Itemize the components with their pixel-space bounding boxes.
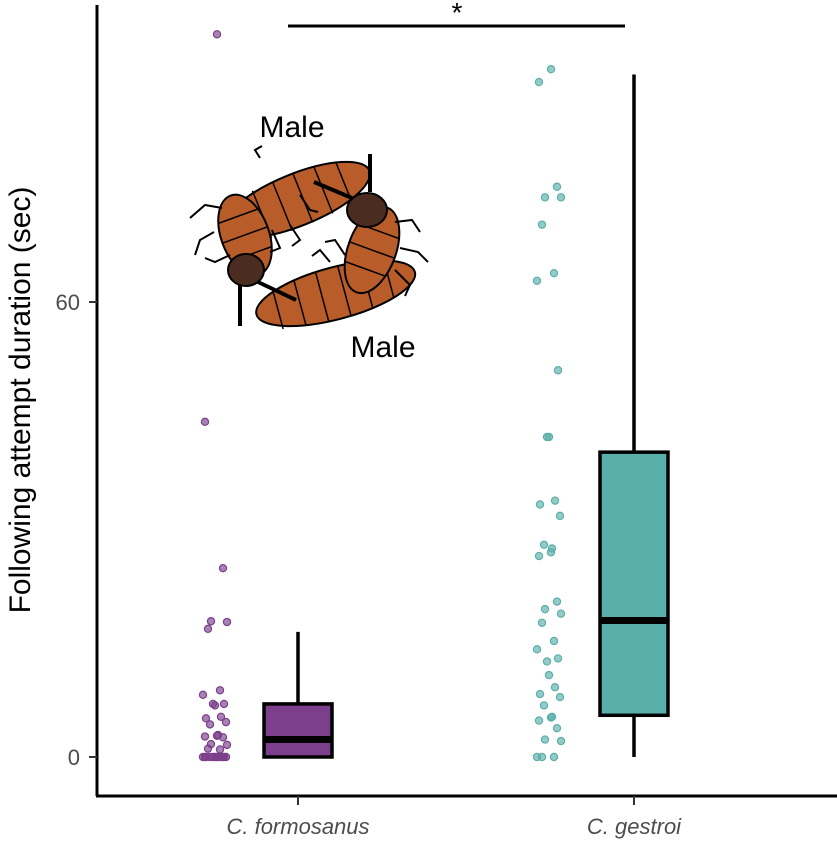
y-tick-label: 60	[56, 290, 80, 315]
data-point-c-formosanus	[206, 617, 216, 626]
termite-head-icon	[227, 253, 265, 287]
data-point-c-gestroi	[552, 723, 562, 733]
data-point-c-formosanus	[219, 699, 229, 709]
data-point-c-gestroi	[539, 540, 549, 549]
data-point-c-gestroi	[537, 220, 547, 229]
data-point-c-gestroi	[539, 701, 549, 710]
data-point-c-gestroi	[546, 548, 556, 557]
significance-bracket: *	[288, 0, 625, 28]
data-point-c-formosanus	[212, 30, 222, 39]
data-point-c-gestroi	[549, 636, 559, 646]
data-point-c-gestroi	[553, 366, 563, 375]
annotations: Male Male	[259, 111, 415, 364]
termite-bottom-icon	[255, 259, 417, 330]
data-point-c-formosanus	[200, 752, 210, 762]
termite-head-icon	[346, 192, 388, 228]
data-point-c-gestroi	[556, 193, 566, 202]
data-point-c-gestroi	[550, 683, 560, 692]
data-point-c-formosanus	[222, 740, 232, 750]
annotation-male-top: Male	[259, 111, 324, 144]
data-point-c-gestroi	[546, 713, 556, 722]
box-body	[262, 702, 334, 759]
data-point-c-gestroi	[537, 618, 547, 627]
data-point-c-formosanus	[215, 686, 225, 695]
data-point-c-formosanus	[215, 745, 225, 754]
data-point-c-gestroi	[534, 716, 544, 725]
data-point-c-gestroi	[540, 604, 550, 614]
data-point-c-gestroi	[555, 511, 565, 521]
data-point-c-formosanus	[218, 752, 228, 762]
data-point-c-formosanus	[198, 690, 208, 700]
data-point-c-formosanus	[221, 717, 231, 727]
data-point-c-formosanus	[203, 744, 213, 753]
data-point-c-gestroi	[535, 500, 545, 509]
data-point-c-gestroi	[532, 752, 542, 762]
data-point-c-formosanus	[222, 617, 232, 627]
data-point-c-gestroi	[550, 496, 560, 505]
data-point-c-formosanus	[216, 712, 226, 722]
y-tick-label: 0	[68, 745, 80, 770]
y-axis-label: Following attempt duration (sec)	[4, 187, 37, 614]
data-point-c-gestroi	[544, 432, 554, 442]
significance-label: *	[452, 0, 463, 28]
data-point-c-formosanus	[200, 732, 210, 741]
data-point-c-gestroi	[540, 193, 550, 202]
data-point-c-gestroi	[546, 64, 556, 74]
box-body	[598, 450, 670, 718]
data-point-c-formosanus	[203, 624, 213, 634]
data-point-c-formosanus	[205, 720, 215, 729]
data-point-c-gestroi	[532, 645, 542, 654]
data-point-c-formosanus	[200, 417, 210, 427]
data-point-c-gestroi	[555, 692, 565, 702]
data-point-c-gestroi	[552, 597, 562, 606]
jitter-points	[198, 30, 566, 762]
box-c-gestroi	[598, 74, 670, 757]
data-point-c-gestroi	[556, 609, 566, 618]
data-point-c-gestroi	[534, 551, 544, 561]
box-c-formosanus	[262, 631, 334, 759]
data-point-c-gestroi	[532, 276, 542, 285]
annotation-male-bottom: Male	[350, 331, 415, 364]
x-tick-label-c-gestroi: C. gestroi	[587, 814, 682, 839]
data-point-c-gestroi	[540, 735, 550, 744]
data-point-c-gestroi	[552, 182, 562, 191]
data-point-c-gestroi	[542, 657, 552, 666]
data-point-c-gestroi	[549, 268, 559, 278]
axes	[95, 5, 837, 798]
data-point-c-gestroi	[544, 670, 554, 680]
termite-illustration	[189, 145, 429, 330]
data-point-c-formosanus	[218, 733, 228, 742]
data-point-c-formosanus	[210, 701, 220, 710]
data-point-c-formosanus	[218, 563, 228, 573]
data-point-c-gestroi	[553, 654, 563, 663]
x-tick-label-c-formosanus: C. formosanus	[226, 814, 369, 839]
data-point-c-gestroi	[534, 77, 544, 87]
axis-ticks: 0 60 C. formosanus C. gestroi	[56, 290, 683, 839]
data-point-c-gestroi	[556, 736, 566, 746]
boxes	[262, 74, 670, 759]
data-point-c-gestroi	[535, 689, 545, 699]
data-point-c-gestroi	[549, 752, 559, 762]
data-point-c-formosanus	[201, 714, 211, 723]
